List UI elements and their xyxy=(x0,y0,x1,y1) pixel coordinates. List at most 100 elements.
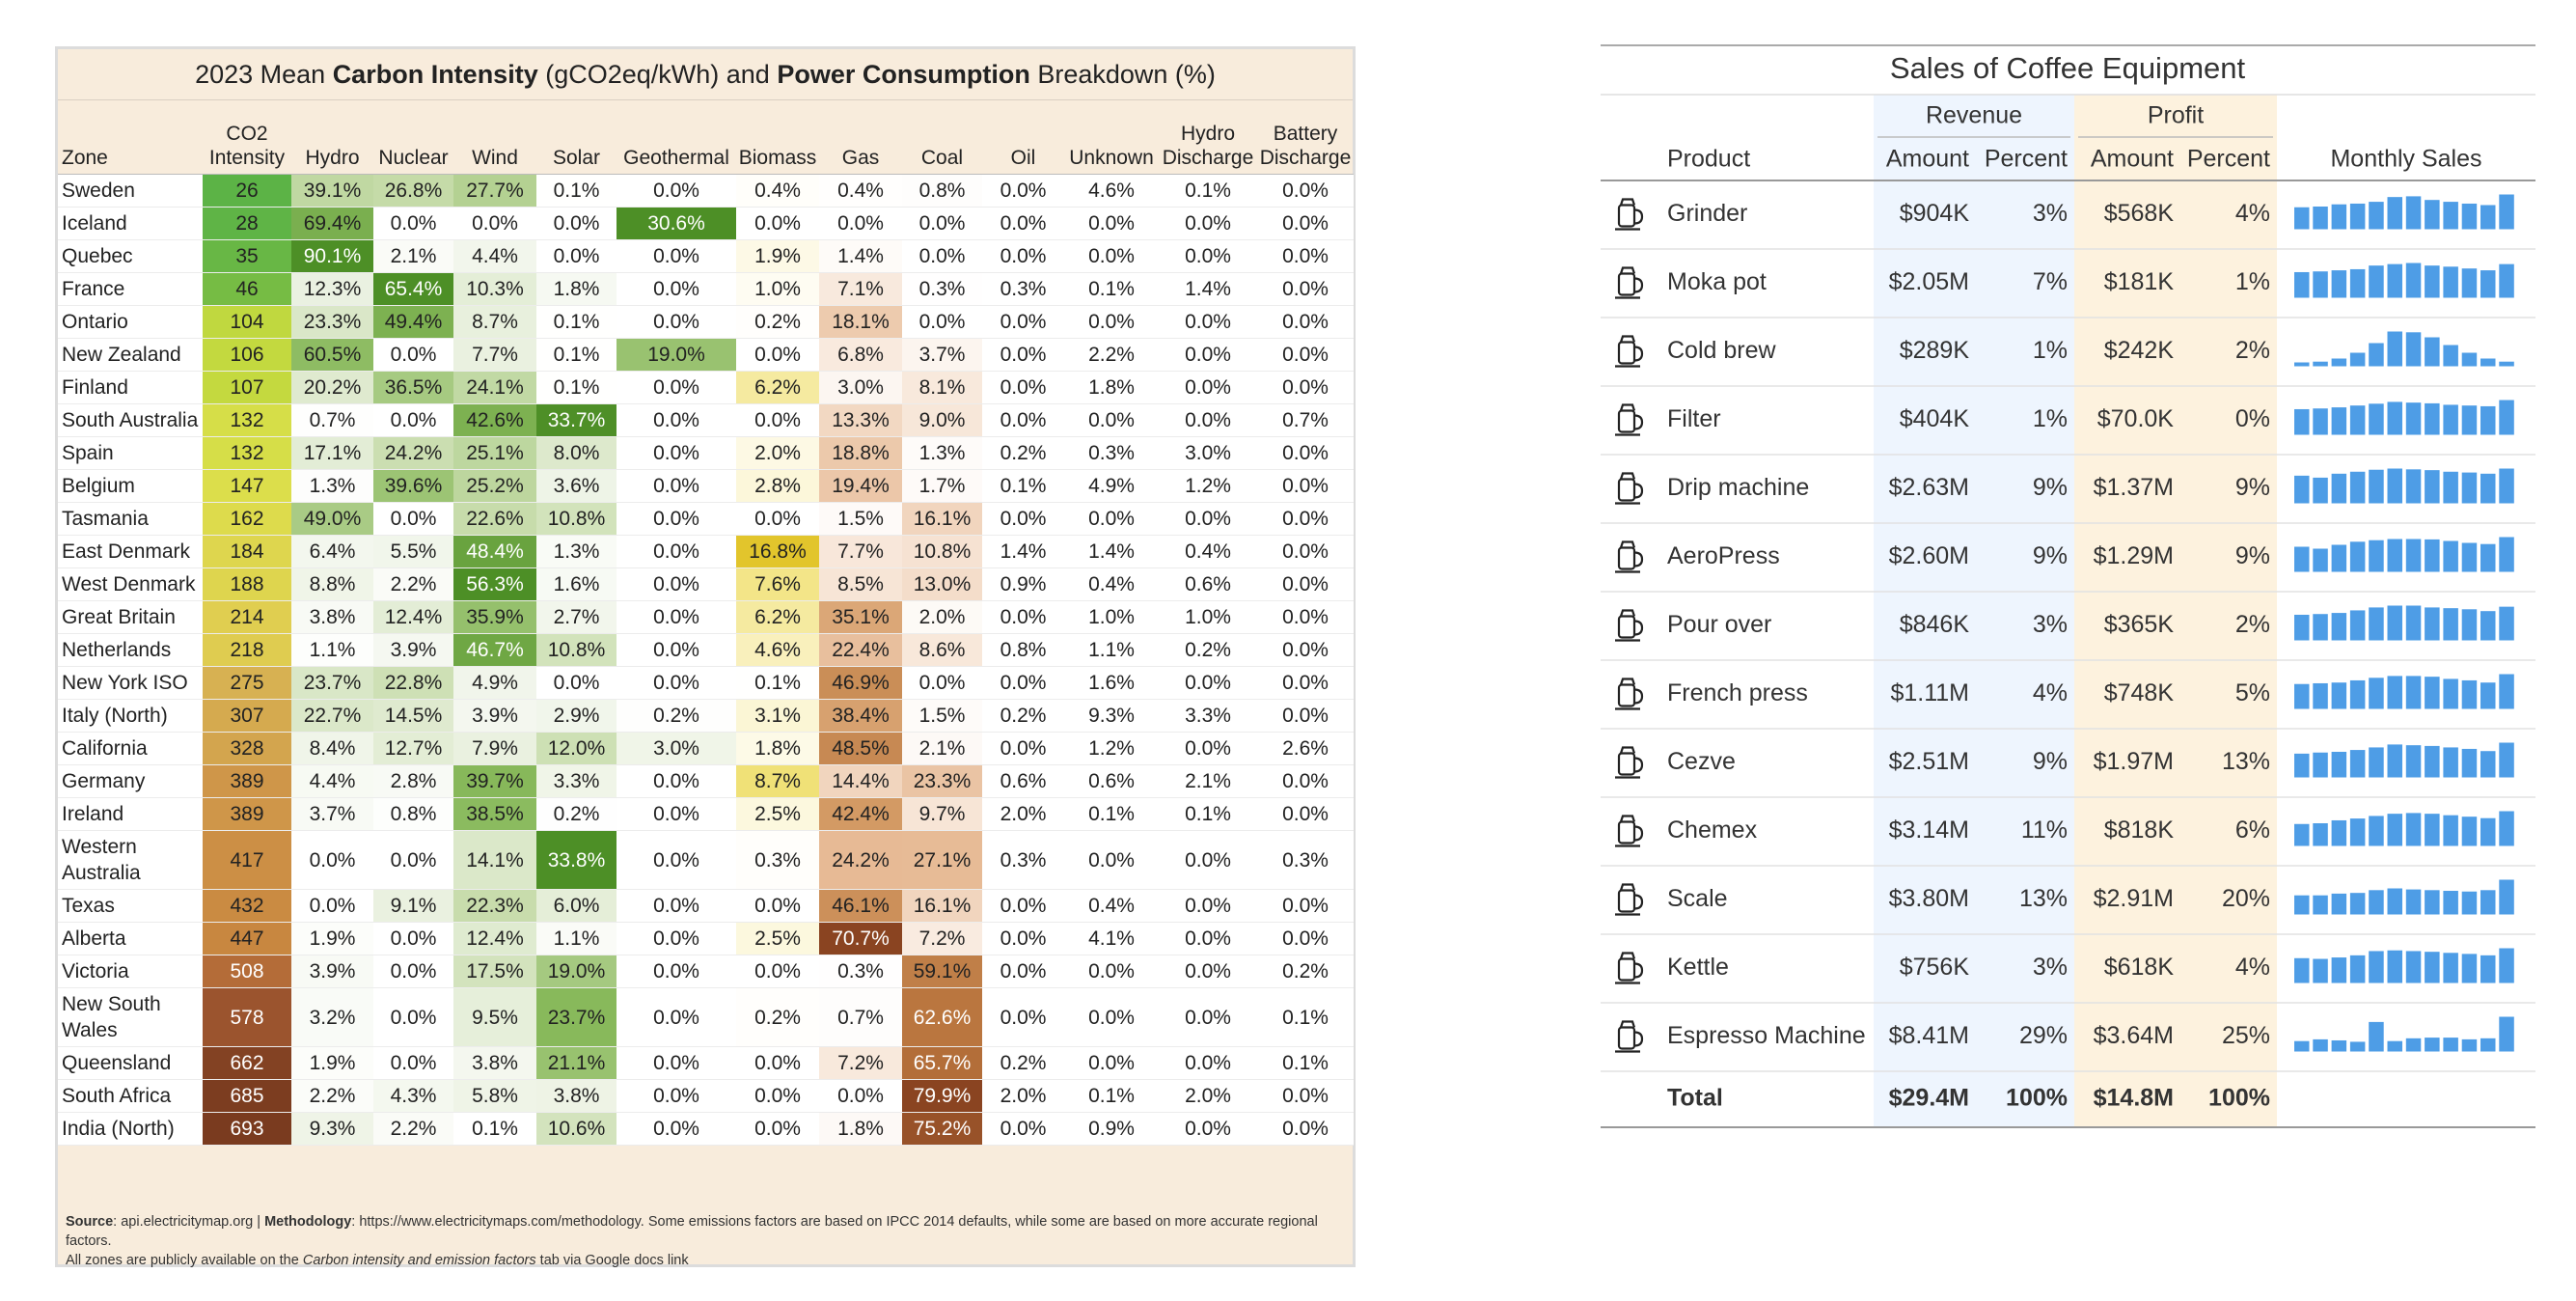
cell-text: 4% xyxy=(2235,200,2270,227)
value-cell: 0.3% xyxy=(1257,830,1354,890)
sales-bar xyxy=(2294,895,2310,915)
sales-bar xyxy=(2461,405,2478,435)
sales-bar xyxy=(2425,952,2440,983)
cell-text: 5% xyxy=(2235,679,2270,706)
cell-text: 4% xyxy=(2235,954,2270,981)
value-cell: 0.0% xyxy=(1257,797,1354,831)
cell-text: $846K xyxy=(1900,611,1970,638)
value-cell: 7.9% xyxy=(453,732,536,765)
value-cell: 23.3% xyxy=(902,764,982,798)
cell-text: 9% xyxy=(2033,542,2068,569)
sales-bar xyxy=(2331,682,2347,709)
value-cell: 0.7% xyxy=(291,403,373,437)
cell-text: Total xyxy=(1667,1085,1723,1112)
value-cell: 1.1% xyxy=(291,633,373,667)
value-cell: 1.6% xyxy=(536,567,617,601)
icon-body xyxy=(1617,752,1636,776)
value-cell: 1.3% xyxy=(291,469,373,503)
value-cell: 0.3% xyxy=(902,272,982,306)
value-cell: 2.5% xyxy=(736,922,819,955)
value-cell: 0.1% xyxy=(536,338,617,372)
icon-lid xyxy=(1619,403,1636,411)
sales-bar xyxy=(2331,819,2347,846)
value-cell: 0.0% xyxy=(1159,732,1257,765)
icon-handle xyxy=(1633,962,1644,979)
value-cell: 0.7% xyxy=(1257,403,1354,437)
footer-line: All zones are publicly available on the … xyxy=(66,1251,1353,1270)
cell-text: 100% xyxy=(2208,1085,2270,1112)
value-cell: 3.9% xyxy=(453,699,536,733)
icon-handle xyxy=(1633,208,1644,225)
value-cell: 0.0% xyxy=(982,403,1064,437)
value-cell: 0.0% xyxy=(617,764,736,798)
sales-bar xyxy=(2461,472,2478,504)
value-cell: 1.4% xyxy=(1159,272,1257,306)
cell-text: $904K xyxy=(1900,200,1970,227)
cell-text: 13% xyxy=(2222,748,2270,775)
icon-handle xyxy=(1633,620,1644,636)
value-cell: 0.0% xyxy=(373,987,453,1047)
value-cell: 307 xyxy=(203,699,291,733)
footer-part: Source xyxy=(66,1214,114,1230)
value-cell: 417 xyxy=(203,830,291,890)
value-cell: 0.2% xyxy=(736,987,819,1047)
cell-text: $1.97M xyxy=(2094,748,2174,775)
table-row: Alberta 447 1.9% 0.0% 12.4% 1.1% 0.0% 2.5% 70.7%… xyxy=(58,922,1354,955)
value-cell: 7.2% xyxy=(819,1046,902,1080)
value-cell: 0.0% xyxy=(617,987,736,1047)
value-cell: 13.3% xyxy=(819,403,902,437)
column-header: Coal xyxy=(902,100,982,175)
icon-handle xyxy=(1633,825,1644,842)
sales-bar xyxy=(2294,1040,2310,1052)
value-cell: 0.8% xyxy=(982,633,1064,667)
value-cell: 0.0% xyxy=(982,305,1064,339)
zone-cell: Quebec xyxy=(58,239,203,273)
value-cell: 0.0% xyxy=(1159,371,1257,404)
sales-bar xyxy=(2313,477,2328,504)
value-cell: 38.5% xyxy=(453,797,536,831)
sales-bar xyxy=(2443,202,2458,230)
cell-text: 3% xyxy=(2033,200,2068,227)
value-cell: 0.0% xyxy=(617,633,736,667)
value-cell: 1.8% xyxy=(536,272,617,306)
value-cell: 0.0% xyxy=(617,272,736,306)
value-cell: 8.1% xyxy=(902,371,982,404)
value-cell: 10.8% xyxy=(536,633,617,667)
value-cell: 22.6% xyxy=(453,502,536,536)
column-header: Product xyxy=(1667,146,1750,173)
icon-lid xyxy=(1619,266,1636,274)
sales-bar xyxy=(2349,541,2366,572)
value-cell: 3.0% xyxy=(1159,436,1257,470)
value-cell: 0.0% xyxy=(617,600,736,634)
value-cell: 3.9% xyxy=(373,633,453,667)
sales-bar xyxy=(2405,745,2422,778)
value-cell: 0.0% xyxy=(1159,1112,1257,1146)
value-cell: 9.5% xyxy=(453,987,536,1047)
value-cell: 0.0% xyxy=(373,502,453,536)
sales-bar xyxy=(2387,605,2402,641)
value-cell: 0.0% xyxy=(373,955,453,988)
value-cell: 0.0% xyxy=(617,535,736,568)
sales-bar xyxy=(2461,203,2478,230)
sales-bar xyxy=(2405,196,2422,230)
table-row: Sweden 26 39.1% 26.8% 27.7% 0.1% 0.0% 0.4% 0.4% 0… xyxy=(58,174,1354,208)
value-cell: 46.1% xyxy=(819,889,902,923)
value-cell: 16.1% xyxy=(902,889,982,923)
sales-bar xyxy=(2331,957,2347,983)
value-cell: 2.2% xyxy=(373,1112,453,1146)
value-cell: 0.0% xyxy=(1159,207,1257,240)
table-row: Italy (North) 307 22.7% 14.5% 3.9% 2.9% 0.2% 3.… xyxy=(58,699,1354,733)
sales-bar xyxy=(2294,683,2310,709)
sales-bar xyxy=(2369,202,2384,230)
value-cell: 5.8% xyxy=(453,1079,536,1113)
value-cell: 5.5% xyxy=(373,535,453,568)
value-cell: 2.0% xyxy=(736,436,819,470)
sales-bar xyxy=(2349,268,2366,298)
table-row: Belgium 147 1.3% 39.6% 25.2% 3.6% 0.0% 2.8% 19.4… xyxy=(58,469,1354,503)
carbon-card: 2023 Mean Carbon Intensity (gCO2eq/kWh) … xyxy=(55,46,1356,1270)
value-cell: 0.0% xyxy=(617,955,736,988)
column-header: Oil xyxy=(982,100,1064,175)
value-cell: 0.1% xyxy=(982,469,1064,503)
icon-handle xyxy=(1633,551,1644,567)
value-cell: 0.2% xyxy=(1257,955,1354,988)
